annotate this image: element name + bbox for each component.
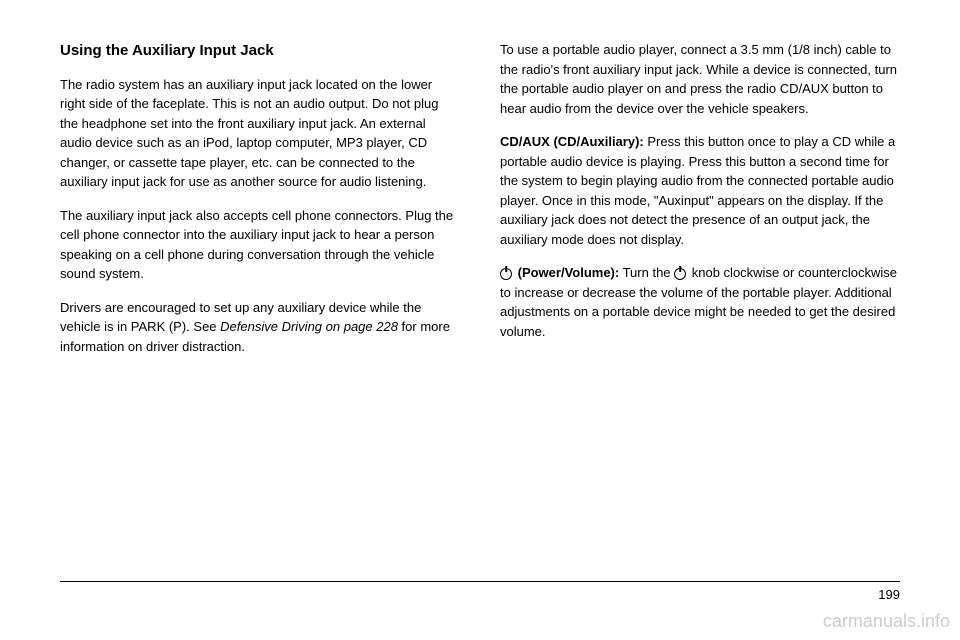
right-column: To use a portable audio player, connect … — [500, 40, 900, 370]
section-heading: Using the Auxiliary Input Jack — [60, 40, 460, 63]
paragraph-3: Drivers are encouraged to set up any aux… — [60, 298, 460, 357]
cd-aux-text: Press this button once to play a CD whil… — [500, 134, 895, 247]
power-volume-label: (Power/Volume): — [514, 265, 619, 280]
paragraph-r1: To use a portable audio player, connect … — [500, 40, 900, 118]
power-text-1: Turn the — [619, 265, 674, 280]
left-column: Using the Auxiliary Input Jack The radio… — [60, 40, 460, 370]
page-number: 199 — [878, 587, 900, 602]
paragraph-r2: CD/AUX (CD/Auxiliary): Press this button… — [500, 132, 900, 249]
p3-italic-link: Defensive Driving on page 228 — [220, 319, 398, 334]
power-icon-inline — [674, 268, 686, 280]
paragraph-2: The auxiliary input jack also accepts ce… — [60, 206, 460, 284]
power-icon — [500, 268, 512, 280]
footer-divider — [60, 581, 900, 582]
paragraph-r3: (Power/Volume): Turn the knob clockwise … — [500, 263, 900, 341]
cd-aux-label: CD/AUX (CD/Auxiliary): — [500, 134, 644, 149]
page-content: Using the Auxiliary Input Jack The radio… — [0, 0, 960, 390]
watermark: carmanuals.info — [823, 611, 950, 632]
paragraph-1: The radio system has an auxiliary input … — [60, 75, 460, 192]
